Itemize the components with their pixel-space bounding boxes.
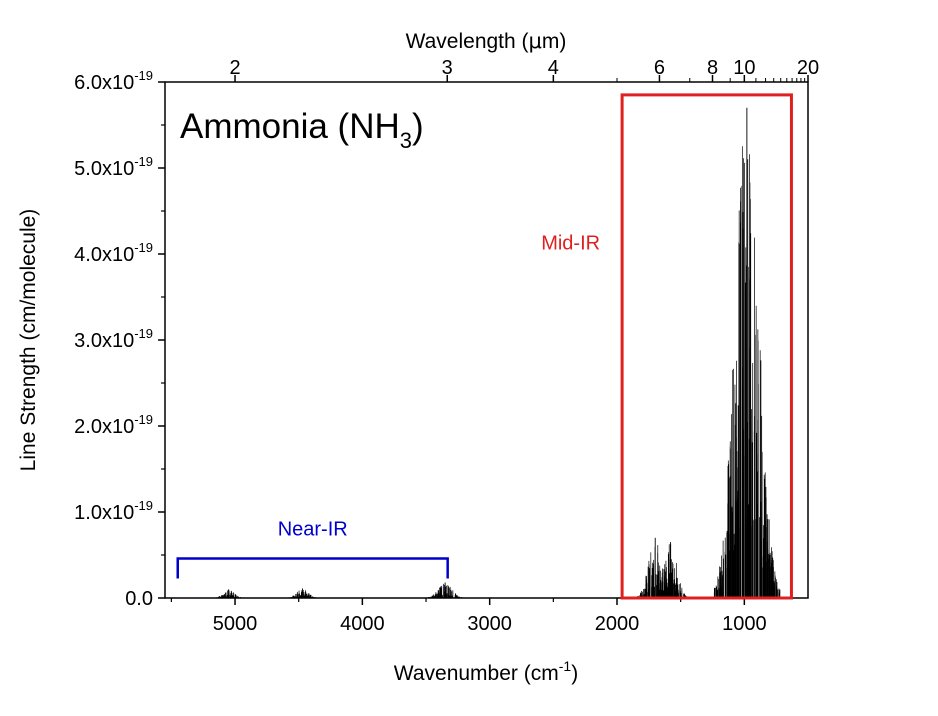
mid-ir-box <box>620 93 793 600</box>
x-tick-label: 3000 <box>467 613 512 635</box>
top-tick-label: 20 <box>797 57 819 79</box>
spectral-lines <box>213 107 781 598</box>
top-axis-title: Wavelength (μm) <box>406 29 567 53</box>
top-tick-label: 3 <box>442 57 453 79</box>
y-tick-label: 3.0x10-19 <box>74 326 153 352</box>
y-tick-label: 4.0x10-19 <box>74 240 153 266</box>
near-ir-band-1 <box>213 589 244 598</box>
mid-ir-label: Mid-IR <box>541 233 600 255</box>
top-tick-label: 6 <box>654 57 665 79</box>
y-tick-label: 2.0x10-19 <box>74 412 153 438</box>
x-tick-label: 2000 <box>595 613 640 635</box>
near-ir-bracket <box>176 557 449 579</box>
top-tick-label: 2 <box>229 57 240 79</box>
top-axis-ticks: 2 3 4 6 8 10 20 <box>229 57 819 82</box>
region-annotations: Near-IR Mid-IR <box>176 93 793 600</box>
near-ir-label: Near-IR <box>278 518 348 540</box>
near-ir-band-2 <box>285 588 319 598</box>
x-tick-label: 5000 <box>213 613 258 635</box>
near-ir-band-3 <box>426 582 465 598</box>
y-tick-label: 1.0x10-19 <box>74 498 153 524</box>
y-tick-label: 5.0x10-19 <box>74 154 153 180</box>
top-tick-label: 8 <box>707 57 718 79</box>
x-axis-title: Wavenumber (cm-1) <box>394 658 578 685</box>
x-tick-label: 1000 <box>722 613 767 635</box>
y-tick-label: 6.0x10-19 <box>74 68 153 94</box>
y-axis-title: Line Strength (cm/molecule) <box>17 209 40 472</box>
x-tick-label: 4000 <box>340 613 385 635</box>
plot-frame <box>164 81 809 599</box>
top-tick-label: 10 <box>733 57 755 79</box>
y-tick-label: 0.0 <box>125 588 153 610</box>
y-axis-ticks: 0.0 1.0x10-19 2.0x10-19 3.0x10-19 4.0x10-19 5… <box>74 68 165 610</box>
x-axis-ticks: 5000 4000 3000 2000 1000 <box>170 598 767 635</box>
nu2-band <box>713 107 781 598</box>
top-tick-label: 4 <box>548 57 559 79</box>
chart-title: Ammonia (NH3) <box>180 107 424 153</box>
